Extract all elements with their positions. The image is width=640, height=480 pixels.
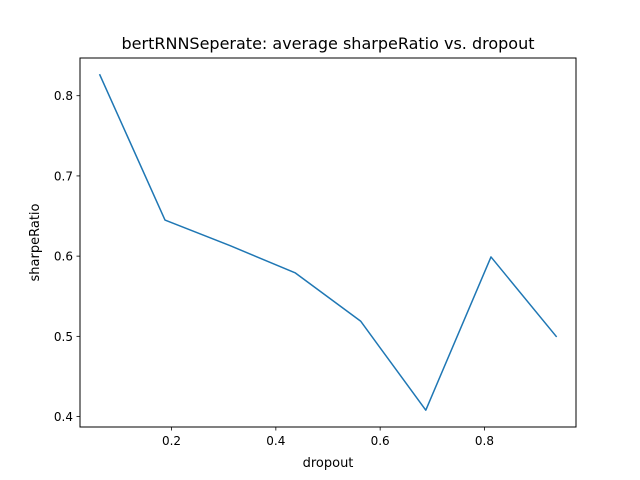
x-tick-label: 0.2: [162, 434, 181, 448]
y-tick-label: 0.6: [54, 250, 73, 264]
y-tick-label: 0.5: [54, 330, 73, 344]
plot-area: [98, 73, 558, 411]
y-tick-label: 0.8: [54, 89, 73, 103]
y-axis-label: sharpeRatio: [28, 203, 43, 281]
plot-frame: [79, 57, 577, 428]
y-axis: 0.4 0.5 0.6 0.7 0.8: [54, 89, 80, 424]
chart-title: bertRNNSeperate: average sharpeRatio vs.…: [122, 34, 535, 53]
y-tick-label: 0.4: [54, 410, 73, 424]
x-tick-label: 0.4: [266, 434, 285, 448]
x-tick-label: 0.8: [475, 434, 494, 448]
x-axis-label: dropout: [303, 456, 354, 471]
x-axis: 0.2 0.4 0.6 0.8: [162, 427, 494, 448]
x-tick-label: 0.6: [371, 434, 390, 448]
series-line-0: [98, 73, 558, 411]
y-tick-label: 0.7: [54, 169, 73, 183]
